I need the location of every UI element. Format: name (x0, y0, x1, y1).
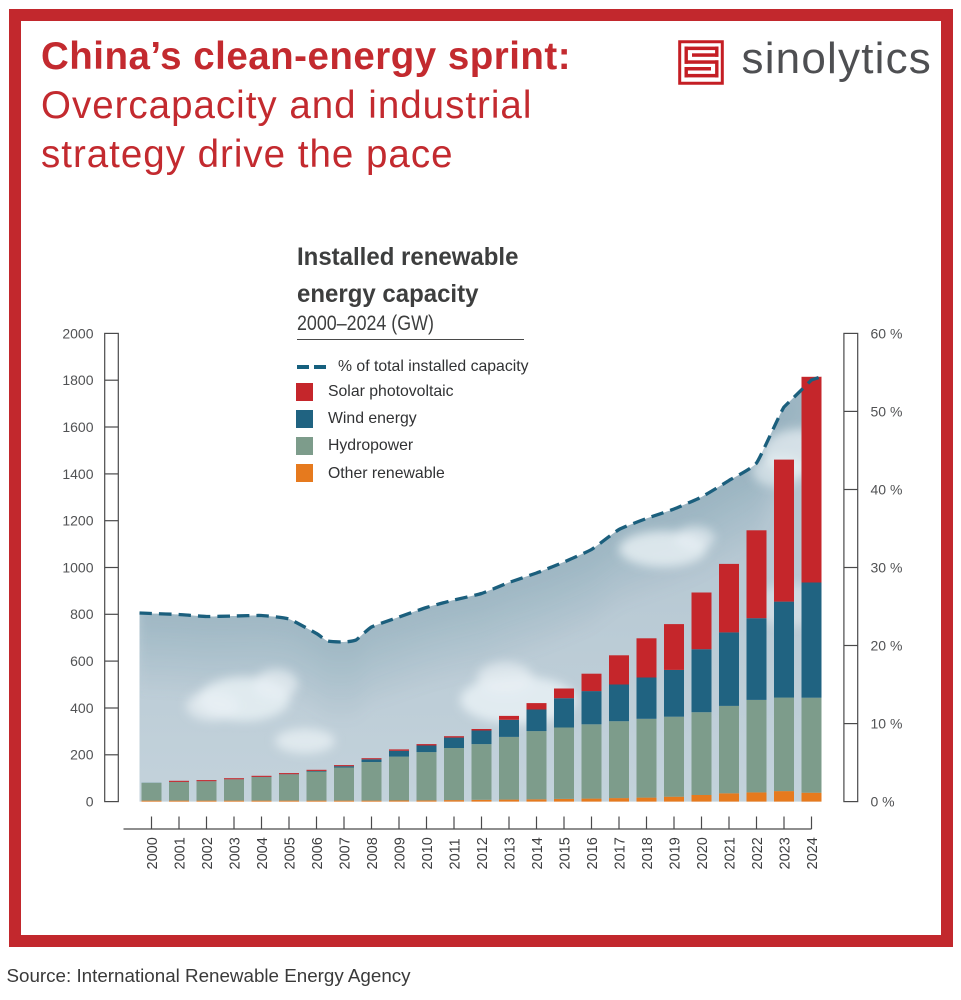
svg-text:2000: 2000 (62, 325, 93, 341)
svg-text:2023: 2023 (778, 837, 794, 869)
svg-text:2020: 2020 (695, 837, 711, 869)
svg-text:2015: 2015 (558, 837, 574, 869)
svg-text:2002: 2002 (200, 837, 216, 869)
svg-text:0: 0 (86, 794, 94, 810)
svg-text:2007: 2007 (338, 837, 354, 869)
svg-text:600: 600 (70, 653, 94, 669)
svg-text:400: 400 (70, 700, 94, 716)
svg-text:30 %: 30 % (871, 559, 903, 575)
svg-text:2017: 2017 (613, 837, 629, 869)
svg-text:2018: 2018 (640, 837, 656, 869)
svg-text:1200: 1200 (62, 513, 93, 529)
svg-text:2019: 2019 (668, 837, 684, 869)
svg-text:2013: 2013 (503, 837, 519, 869)
svg-text:2008: 2008 (365, 837, 381, 869)
svg-text:2011: 2011 (448, 838, 464, 869)
svg-text:1400: 1400 (62, 466, 93, 482)
svg-text:10 %: 10 % (871, 716, 903, 732)
svg-text:20 %: 20 % (871, 637, 903, 653)
svg-text:2024: 2024 (805, 837, 821, 869)
svg-text:0 %: 0 % (871, 794, 895, 810)
svg-text:2022: 2022 (750, 837, 766, 869)
svg-text:2000: 2000 (145, 837, 161, 869)
svg-text:2014: 2014 (530, 837, 546, 869)
svg-text:2016: 2016 (585, 837, 601, 869)
svg-text:1000: 1000 (62, 559, 93, 575)
svg-text:200: 200 (70, 747, 94, 763)
svg-text:2003: 2003 (228, 837, 244, 869)
svg-text:40 %: 40 % (871, 481, 903, 497)
svg-text:2005: 2005 (283, 837, 299, 869)
svg-text:60 %: 60 % (871, 325, 903, 341)
svg-text:2006: 2006 (310, 837, 326, 869)
svg-text:2004: 2004 (255, 837, 271, 869)
svg-text:1800: 1800 (62, 372, 93, 388)
svg-text:1600: 1600 (62, 419, 93, 435)
svg-text:2021: 2021 (723, 837, 739, 869)
svg-text:2012: 2012 (475, 837, 491, 869)
svg-text:2009: 2009 (393, 837, 409, 869)
svg-text:50 %: 50 % (871, 403, 903, 419)
svg-text:2001: 2001 (173, 837, 189, 869)
svg-text:800: 800 (70, 606, 94, 622)
svg-text:2010: 2010 (420, 837, 436, 869)
